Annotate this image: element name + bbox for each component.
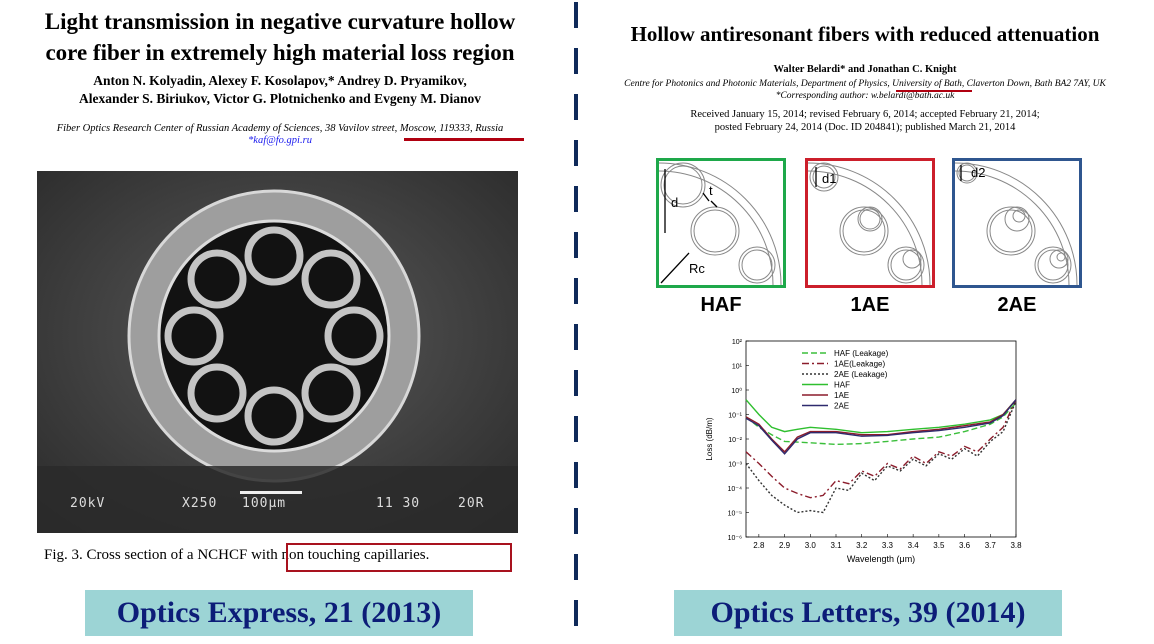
chart-axes: 2.8 2.9 3.0 3.1 3.2 3.3 3.4 3.5 3.6 3.7 3.8 10² 10¹ 1… [705,339,1022,564]
x-tick-label: 3.5 [933,541,945,550]
divider-dash [574,2,578,28]
chart-series [745,399,1017,514]
divider-dash [574,278,578,304]
series-line-3 [745,399,1017,434]
haf-dim-t: t [709,183,713,198]
sem-capillaries [164,226,384,446]
legend-entry: 1AE [834,391,849,400]
sem-scale-bar [240,491,302,494]
y-tick-label: 10⁻³ [728,462,742,469]
haf-dim-d: d [671,195,679,210]
1ae-schematic: d1 [805,158,935,288]
left-authors-line2: Alexander S. Biriukov, Victor G. Plotnic… [79,91,481,106]
divider-dash [574,48,578,74]
sem-micrograph [37,171,518,533]
x-tick-label: 2.8 [753,541,765,550]
sem-code: 11 30 [376,496,421,511]
divider-dash [574,416,578,442]
left-title-line1: Light transmission in negative curvature… [44,9,516,34]
right-affiliation: Centre for Photonics and Photonic Materi… [624,79,1106,89]
sem-magnification: X250 [182,496,218,511]
y-tick-label: 10⁻⁶ [728,535,742,542]
haf-dim-rc: Rc [689,261,705,276]
y-tick-label: 10⁰ [731,387,742,395]
caption-highlight-box [286,543,512,572]
legend-entry: 2AE (Leakage) [834,370,888,379]
y-tick-label: 10⁻¹ [728,413,742,420]
y-tick-label: 10⁻² [728,437,742,444]
y-axis-label: Loss (dB/m) [705,417,714,460]
sem-voltage: 20kV [70,496,106,511]
divider-dash [574,94,578,120]
x-tick-label: 3.2 [856,541,868,550]
legend-entry: 2AE [834,402,849,411]
series-line-2 [745,400,1017,514]
1ae-dim-d1: d1 [822,171,837,186]
left-paper-title: Light transmission in negative curvature… [0,6,560,68]
right-dates-line2: posted February 24, 2014 (Doc. ID 204841… [714,122,1016,133]
haf-label: HAF [700,294,742,316]
sem-fiber-cross-section [37,171,518,533]
x-tick-label: 3.6 [959,541,971,550]
divider-dash [574,462,578,488]
series-line-4 [745,399,1017,453]
figure-caption: Fig. 3. Cross section of a NCHCF with no… [44,547,429,564]
legend-entry: HAF (Leakage) [834,349,889,358]
2ae-schematic: d2 [952,158,1082,288]
divider-dash [574,508,578,534]
y-tick-label: 10⁻⁵ [728,511,742,518]
left-authors-line1: Anton N. Kolyadin, Alexey F. Kosolapov,*… [93,73,467,88]
divider-dash [574,600,578,626]
left-affiliation: Fiber Optics Research Center of Russian … [56,123,504,134]
right-authors: Walter Belardi* and Jonathan C. Knight [773,64,957,75]
loss-chart: 2.8 2.9 3.0 3.1 3.2 3.3 3.4 3.5 3.6 3.7 3.8 10² 10¹ 1… [705,339,1022,564]
divider-dash [574,186,578,212]
series-line-0 [745,402,1017,446]
2ae-dim-d2: d2 [971,165,986,180]
sem-scale-label: 100μm [242,496,287,511]
y-tick-label: 10¹ [732,364,743,371]
x-tick-label: 2.9 [779,541,791,550]
1ae-label: 1AE [850,294,890,316]
x-tick-label: 3.4 [908,541,920,550]
left-authors: Anton N. Kolyadin, Alexey F. Kosolapov,*… [0,72,560,108]
right-corresponding-author: *Corresponding author: w.belardi@bath.ac… [775,91,955,101]
caption-highlight: with non touching capillaries. [251,547,430,563]
x-tick-label: 3.1 [830,541,842,550]
x-axis-label: Wavelength (μm) [847,554,915,564]
y-tick-label: 10⁻⁴ [728,486,743,493]
x-tick-label: 3.7 [985,541,997,550]
right-paper-title: Hollow antiresonant fibers with reduced … [630,22,1100,46]
divider-dash [574,232,578,258]
divider-dash [574,140,578,166]
right-highlight-underline [896,90,972,92]
right-journal-badge: Optics Letters, 39 (2014) [674,590,1062,636]
left-email-link[interactable]: *kaf@fo.gpi.ru [248,135,312,146]
x-tick-label: 3.8 [1010,541,1022,550]
legend-entry: HAF [834,381,850,390]
x-tick-label: 3.3 [882,541,894,550]
left-title-line2: core fiber in extremely high material lo… [45,40,515,65]
series-line-1 [745,399,1017,499]
sem-id: 20R [458,496,485,511]
haf-schematic: d t Rc [656,158,786,288]
left-highlight-underline [404,138,524,141]
right-dates-line1: Received January 15, 2014; revised Febru… [690,109,1040,120]
caption-plain: Fig. 3. Cross section of a NCHCF [44,547,252,563]
legend-entry: 1AE(Leakage) [834,360,885,369]
series-line-5 [745,399,1017,455]
chart-legend: HAF (Leakage) 1AE(Leakage)2AE (Leakage) HA… [802,349,889,411]
y-tick-label: 10² [732,339,743,346]
divider-dash [574,324,578,350]
2ae-label: 2AE [997,294,1037,316]
divider-dash [574,370,578,396]
left-journal-badge: Optics Express, 21 (2013) [85,590,473,636]
divider-dash [574,554,578,580]
x-tick-label: 3.0 [805,541,817,550]
